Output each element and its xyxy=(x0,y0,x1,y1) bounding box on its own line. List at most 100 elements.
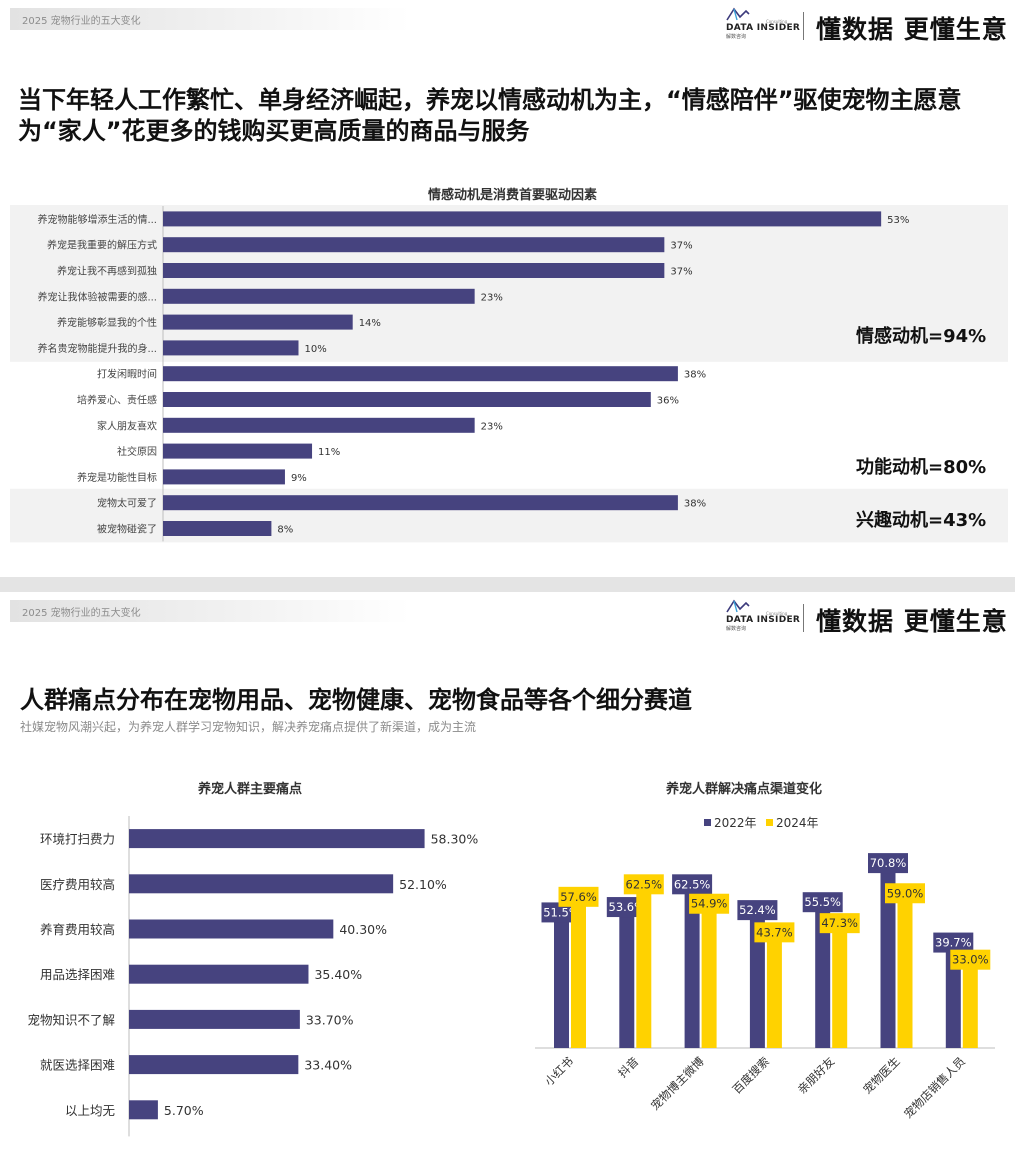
page-title: 当下年轻人工作繁忙、单身经济崛起，养宠以情感动机为主，“情感陪伴”驱使宠物主愿意… xyxy=(18,86,962,145)
data-label-box xyxy=(950,949,991,970)
bar xyxy=(897,897,913,1048)
data-label: 10% xyxy=(305,344,327,355)
category-label: 百度搜索 xyxy=(730,1054,772,1096)
data-insider-logo: Consulting DATA INSIDER 解数咨询 xyxy=(726,599,800,632)
slide-motivation: 2025 宠物行业的五大变化 Consulting DATA INSIDER 解… xyxy=(0,0,1015,577)
group-shade xyxy=(10,205,1008,362)
chart-title-pain-points: 养宠人群主要痛点 xyxy=(198,782,303,797)
data-label-box xyxy=(819,913,860,934)
category-label: 养宠让我不再感到孤独 xyxy=(57,265,157,278)
bar xyxy=(129,1055,299,1075)
legend-swatch xyxy=(766,819,773,826)
page-title: 人群痛点分布在宠物用品、宠物健康、宠物食品等各个细分赛道 xyxy=(20,686,692,714)
group-label-functional: 功能动机=80% xyxy=(856,457,987,478)
group-label-emotional: 情感动机=94% xyxy=(856,326,987,347)
data-label: 52.4% xyxy=(739,903,776,917)
data-label: 33.70% xyxy=(306,1012,354,1027)
category-label: 宠物博主微博 xyxy=(648,1054,707,1113)
data-label: 43.7% xyxy=(756,925,793,939)
legend-label: 2022年 xyxy=(714,816,757,830)
logo-sub: 解数咨询 xyxy=(726,34,747,40)
category-label: 就医选择困难 xyxy=(40,1058,115,1073)
motivation-bar-chart: 养宠物能够增添生活的情... 53% 养宠是我重要的解压方式 37% 养宠让我不再感到孤… xyxy=(10,205,1008,543)
category-label: 打发闲暇时间 xyxy=(97,368,157,381)
bar xyxy=(163,237,665,253)
page-subtitle: 社媒宠物风潮兴起，为养宠人群学习宠物知识，解决养宠痛点提供了新渠道，成为主流 xyxy=(20,720,477,734)
data-label: 62.5% xyxy=(674,877,711,891)
logo-text: DATA INSIDER xyxy=(726,23,801,33)
data-label: 54.9% xyxy=(691,897,728,911)
data-label: 33.0% xyxy=(952,953,989,967)
data-label: 53.6% xyxy=(609,900,646,914)
category-label: 以上均无 xyxy=(65,1103,115,1118)
data-label: 47.3% xyxy=(821,916,858,930)
data-label: 14% xyxy=(359,318,381,329)
category-label: 小红书 xyxy=(542,1054,576,1088)
section-tag-text: 2025 宠物行业的五大变化 xyxy=(22,608,141,619)
data-label: 37% xyxy=(670,267,692,278)
bar xyxy=(815,906,831,1048)
data-label: 11% xyxy=(318,447,340,458)
legend-swatch xyxy=(704,819,711,826)
category-label: 用品选择困难 xyxy=(40,967,115,982)
slogan: 懂数据 更懂生意 xyxy=(816,607,1008,636)
data-label: 9% xyxy=(291,473,307,484)
data-label-box xyxy=(623,874,664,895)
bar xyxy=(163,340,299,356)
data-label: 38% xyxy=(684,499,706,510)
channels-bar-chart: 2022年 2024年 51.5%57.6% 小红书 53.6% 62.5% 抖音 62.5%… xyxy=(535,816,995,1121)
data-label-box xyxy=(737,900,778,921)
bar xyxy=(163,314,353,330)
data-label: 40.30% xyxy=(339,922,387,937)
data-label: 55.5% xyxy=(804,895,841,909)
category-label: 养名贵宠物能提升我的身... xyxy=(37,342,157,355)
bar xyxy=(163,263,665,278)
data-label: 38% xyxy=(684,370,706,381)
bar xyxy=(129,1100,158,1120)
category-label: 宠物太可爱了 xyxy=(97,497,157,510)
category-label: 养宠能够彰显我的个性 xyxy=(57,316,157,329)
bar xyxy=(129,829,425,849)
data-label: 58.30% xyxy=(431,832,479,847)
data-label: 35.40% xyxy=(314,967,362,982)
bar xyxy=(766,936,782,1048)
section-tag: 2025 宠物行业的五大变化 xyxy=(10,8,410,30)
data-label-box xyxy=(558,886,599,907)
data-label: 8% xyxy=(277,525,293,536)
data-label-box xyxy=(802,892,843,913)
data-label: 62.5% xyxy=(626,877,663,891)
data-label: 36% xyxy=(657,396,679,407)
data-label: 33.40% xyxy=(304,1058,352,1073)
bar xyxy=(163,521,272,536)
data-label: 23% xyxy=(481,421,503,432)
bar xyxy=(163,417,475,433)
category-label: 培养爱心、责任感 xyxy=(77,394,157,407)
data-label: 39.7% xyxy=(935,936,972,950)
bar xyxy=(129,964,309,984)
slide-pain-points: 2025 宠物行业的五大变化 Consulting DATA INSIDER 解… xyxy=(0,592,1015,1166)
data-label-box xyxy=(868,853,908,874)
logo-mark-icon xyxy=(726,7,750,21)
logo-sub: 解数咨询 xyxy=(726,626,747,632)
data-label: 53% xyxy=(887,215,909,226)
bar xyxy=(571,900,586,1048)
section-tag: 2025 宠物行业的五大变化 xyxy=(10,600,410,622)
group-label-interest: 兴趣动机=43% xyxy=(856,510,987,531)
data-label: 52.10% xyxy=(399,877,447,892)
category-label: 宠物医生 xyxy=(860,1054,902,1096)
header-divider xyxy=(803,12,804,40)
data-label: 70.8% xyxy=(870,856,907,870)
chart-title-channels: 养宠人群解决痛点渠道变化 xyxy=(666,782,823,797)
category-label: 养宠是我重要的解压方式 xyxy=(47,239,157,252)
bar xyxy=(129,919,334,939)
data-label: 37% xyxy=(670,241,692,252)
bar xyxy=(749,914,765,1048)
bar xyxy=(962,963,978,1048)
logo-consulting: Consulting xyxy=(766,611,788,616)
category-label: 医疗费用较高 xyxy=(40,877,115,892)
bar xyxy=(880,867,896,1048)
category-label: 养宠是功能性目标 xyxy=(77,471,157,484)
pain-points-bar-chart: 环境打扫费力 58.30% 医疗费用较高 52.10% 养育费用较高 40.30% 用品选择… xyxy=(27,816,479,1137)
data-label: 57.6% xyxy=(560,890,597,904)
category-label: 社交原因 xyxy=(117,445,157,458)
